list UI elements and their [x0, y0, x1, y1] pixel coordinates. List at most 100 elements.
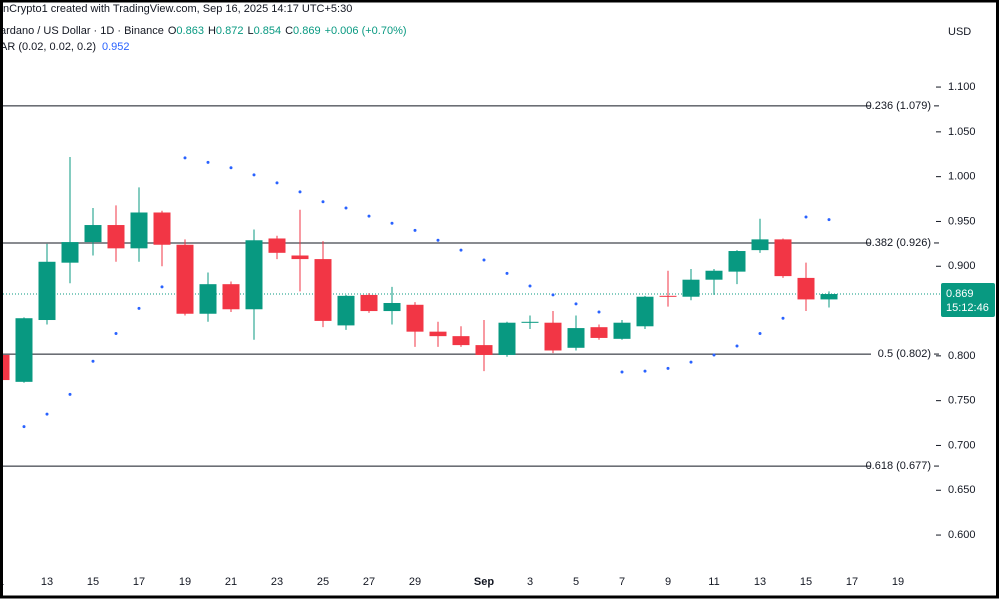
sar-dot: [229, 166, 233, 170]
sar-dot: [574, 302, 578, 306]
sar-dot: [620, 370, 624, 374]
y-tick-label: 0.700: [948, 439, 976, 451]
candle-body: [613, 322, 631, 339]
y-tick-label: 1.100: [948, 81, 976, 93]
candle-body: [774, 239, 792, 277]
x-tick-label: 23: [271, 576, 283, 588]
ohlc-label: L: [247, 25, 253, 37]
watermark: InCrypto1 created with TradingView.com, …: [0, 3, 352, 15]
x-tick-label: 29: [409, 576, 421, 588]
candle-body: [176, 244, 194, 314]
candle-body: [636, 296, 654, 327]
x-tick-label: 19: [179, 576, 191, 588]
x-tick-label: 3: [527, 576, 533, 588]
sar-dot: [689, 360, 693, 364]
candle-body: [337, 295, 355, 326]
sar-dot: [758, 331, 762, 335]
sar-dot: [390, 221, 394, 225]
candle-body: [38, 261, 56, 321]
sar-dot: [206, 160, 210, 164]
candle-body: [751, 239, 769, 251]
candle-body: [107, 225, 125, 249]
sar-dot: [344, 206, 348, 210]
indicator-name: AR (0.02, 0.02, 0.2): [0, 41, 96, 53]
candle-body: [61, 242, 79, 263]
y-tick-label: 0.900: [948, 260, 976, 272]
y-tick-label: 0.650: [948, 484, 976, 496]
candle-body: [268, 238, 286, 253]
sar-dot: [643, 369, 647, 373]
candle-body: [475, 345, 493, 355]
sar-dot: [321, 200, 325, 204]
ohlc-label: H: [208, 25, 216, 37]
price-box: [941, 283, 995, 318]
x-tick-label: 13: [754, 576, 766, 588]
y-tick-label: 1.050: [948, 126, 976, 138]
candle-body: [0, 354, 10, 381]
change: +0.006 (+0.70%): [325, 25, 407, 37]
sar-dot: [827, 218, 831, 222]
candle-body: [521, 321, 539, 323]
plot-area: [0, 105, 940, 467]
candle-body: [820, 294, 838, 300]
ohlc-value: 0.872: [216, 25, 244, 37]
candle-body: [130, 212, 148, 249]
sar-dot: [183, 156, 187, 160]
currency: USD: [948, 26, 971, 38]
x-tick-label: 17: [846, 576, 858, 588]
x-tick-label: 25: [317, 576, 329, 588]
candle-body: [705, 270, 723, 280]
y-tick-label: 0.750: [948, 395, 976, 407]
sar-dot: [735, 344, 739, 348]
sar-dot: [712, 353, 716, 357]
candle-body: [153, 212, 171, 245]
sar-dot: [137, 306, 141, 310]
y-tick-label: 0.950: [948, 215, 976, 227]
indicator-value: 0.952: [102, 41, 130, 53]
indicator-legend: AR (0.02, 0.02, 0.2) 0.952: [0, 41, 130, 53]
sar-dot: [804, 215, 808, 219]
y-tick-label: 0.800: [948, 350, 976, 362]
price-box-label: 0.869: [946, 288, 974, 300]
candle-body: [360, 294, 378, 312]
candle-body: [245, 240, 263, 310]
sar-dot: [45, 412, 49, 416]
x-tick-label: 21: [225, 576, 237, 588]
ohlc-value: 0.854: [254, 25, 282, 37]
candle-body: [590, 327, 608, 338]
candle-body: [314, 259, 332, 321]
sar-dot: [114, 331, 118, 335]
sar-dot: [68, 392, 72, 396]
x-tick-label: 19: [892, 576, 904, 588]
sar-dot: [781, 316, 785, 320]
candle-body: [429, 331, 447, 337]
y-tick-label: 0.600: [948, 529, 976, 541]
sar-dot: [252, 173, 256, 177]
sar-dot: [482, 258, 486, 262]
sar-dot: [551, 293, 555, 297]
candle-body: [797, 277, 815, 300]
candle-body: [567, 328, 585, 348]
ohlc-value: 0.863: [176, 25, 204, 37]
candle-body: [84, 225, 102, 243]
ohlc-value: 0.869: [293, 25, 321, 37]
candle-body: [406, 304, 424, 332]
candle-body: [199, 284, 217, 314]
sar-dot: [298, 190, 302, 194]
ohlc-label: O: [168, 25, 177, 37]
candle-body: [452, 336, 470, 346]
y-tick-label: 1.000: [948, 171, 976, 183]
legend-line: ardano / US Dollar · 1D · Binance O0.863 H…: [0, 25, 407, 37]
x-tick-label: 7: [619, 576, 625, 588]
x-tick-label: 27: [363, 576, 375, 588]
sar-dot: [91, 359, 95, 363]
candle-body: [291, 255, 309, 260]
fib-label: 0.5 (0.802): [878, 348, 931, 360]
sar-dot: [436, 238, 440, 242]
x-tick-label: 15: [800, 576, 812, 588]
sar-dot: [459, 248, 463, 252]
sar-dot: [367, 214, 371, 218]
